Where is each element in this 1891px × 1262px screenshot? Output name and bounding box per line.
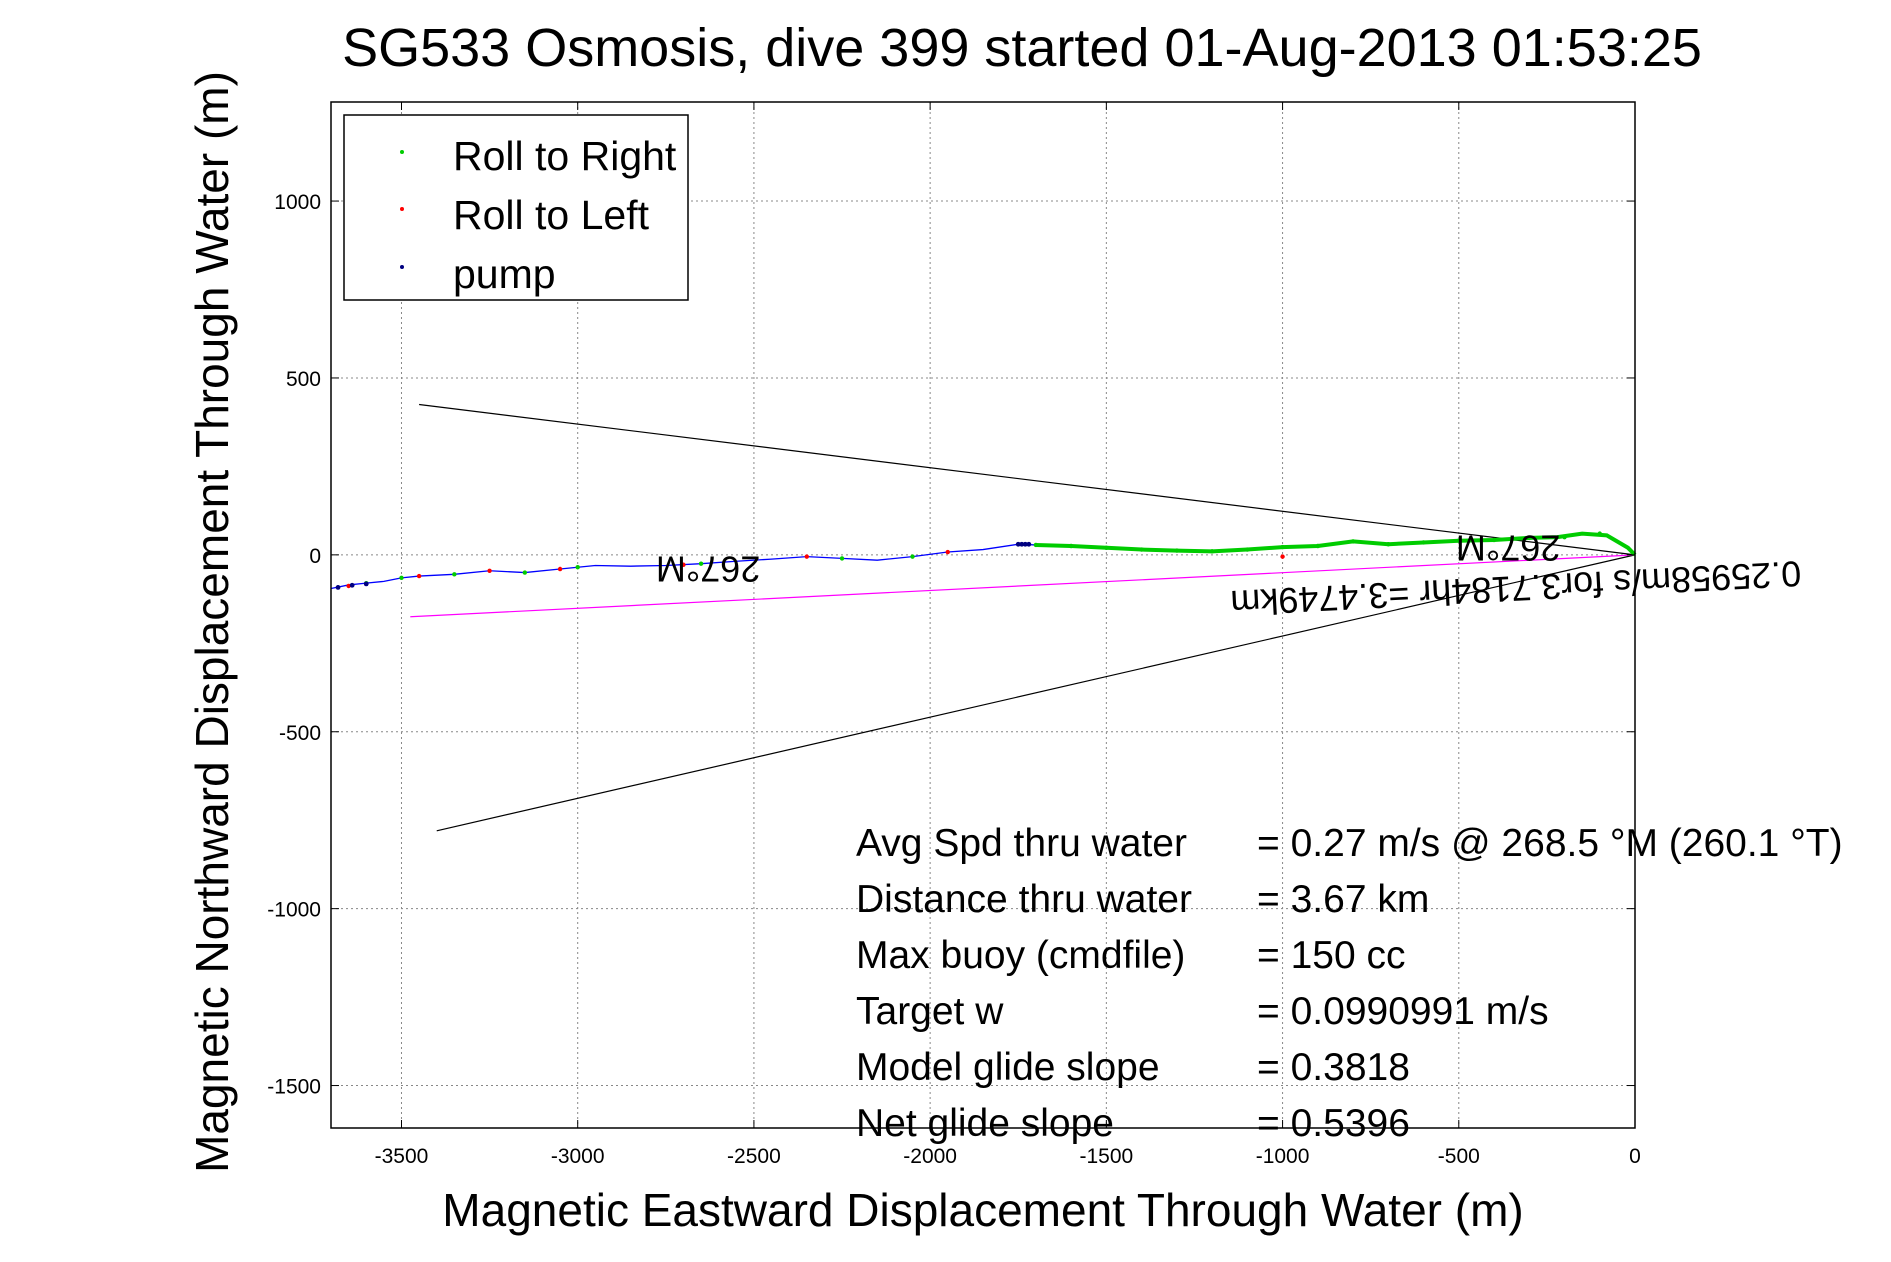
stat-label: Distance thru water xyxy=(856,878,1192,921)
x-tick-label: -500 xyxy=(1438,1145,1480,1168)
stat-label: Net glide slope xyxy=(856,1102,1114,1145)
roll-right-point xyxy=(1139,547,1144,552)
roll-right-point xyxy=(452,572,457,577)
roll-left-point xyxy=(346,583,351,589)
reference-lines xyxy=(410,403,1636,832)
y-tick-label: -1500 xyxy=(267,1076,321,1099)
roll-right-point xyxy=(1562,534,1567,540)
pump-point xyxy=(363,581,369,587)
stat-value: = 3.67 km xyxy=(1257,878,1429,921)
roll-right-point xyxy=(698,561,704,566)
reference-line xyxy=(410,554,1636,618)
legend-label-roll-right: Roll to Right xyxy=(453,133,677,179)
x-tick-label: 0 xyxy=(1629,1145,1641,1168)
x-tick-label: -3500 xyxy=(375,1145,429,1168)
x-tick-label: -3000 xyxy=(551,1145,605,1168)
legend: Roll to Right Roll to Left pump xyxy=(343,114,689,301)
y-tick-label: 500 xyxy=(286,368,321,391)
roll-left-point xyxy=(487,568,492,573)
roll-left-point xyxy=(1280,554,1285,559)
pump-point xyxy=(1022,541,1028,547)
y-tick-label: 1000 xyxy=(274,191,321,214)
x-tick-label: -2500 xyxy=(727,1145,781,1168)
stat-value: = 0.27 m/s @ 268.5 °M (260.1 °T) xyxy=(1257,822,1843,865)
roll-right-point xyxy=(910,554,915,559)
legend-label-pump: pump xyxy=(453,251,556,297)
roll-right-point xyxy=(1033,542,1039,548)
x-axis-label: Magnetic Eastward Displacement Through W… xyxy=(442,1184,1523,1236)
stat-label: Max buoy (cmdfile) xyxy=(856,934,1185,977)
x-tick-label: -1500 xyxy=(1079,1145,1133,1168)
rotated-annotation: 267°M xyxy=(1456,527,1560,568)
stat-value: = 150 cc xyxy=(1257,934,1406,977)
legend-label-roll-left: Roll to Left xyxy=(453,192,650,238)
y-tick-label: 0 xyxy=(309,545,321,568)
roll-left-point xyxy=(416,573,422,579)
roll-right-point xyxy=(1491,537,1497,543)
roll-left-point xyxy=(945,549,950,555)
roll-left-point xyxy=(557,566,563,572)
rotated-annotation: 267°M xyxy=(656,549,760,590)
roll-right-point xyxy=(1386,542,1391,547)
roll-right-segment xyxy=(1035,531,1637,557)
stats-block: Avg Spd thru water = 0.27 m/s @ 268.5 °M … xyxy=(856,822,1843,1145)
pump-point xyxy=(1015,541,1021,547)
roll-right-point xyxy=(1456,538,1461,543)
roll-right-point xyxy=(399,575,404,581)
stat-value: = 0.5396 xyxy=(1257,1102,1410,1145)
roll-right-point xyxy=(839,556,845,561)
roll-right-point xyxy=(1421,540,1426,545)
roll-right-point xyxy=(1280,544,1285,550)
reference-line xyxy=(436,554,1636,832)
roll-right-point xyxy=(1209,549,1215,554)
plot-frame xyxy=(330,101,1636,1129)
roll-right-point xyxy=(1315,543,1321,549)
roll-right-point xyxy=(575,565,580,570)
ticks: -3500 -3000 -2500 -2000 -1500 -1000 -500 0 1000 5… xyxy=(267,102,1641,1168)
roll-right-point xyxy=(1597,531,1602,536)
roll-right-point xyxy=(1527,535,1532,541)
stat-value: = 0.3818 xyxy=(1257,1046,1410,1089)
pump-point xyxy=(335,585,341,590)
roll-left-point xyxy=(681,562,686,567)
x-tick-label: -1000 xyxy=(1256,1145,1310,1168)
stat-label: Model glide slope xyxy=(856,1046,1160,1089)
roll-right-point xyxy=(1174,548,1180,553)
stat-label: Target w xyxy=(856,990,1004,1033)
roll-left-point xyxy=(804,554,809,559)
legend-marker-roll-right xyxy=(400,150,404,154)
y-tick-label: -500 xyxy=(279,722,321,745)
roll-right-point xyxy=(1068,543,1074,549)
roll-right-point xyxy=(1350,539,1356,544)
stat-value: = 0.0990991 m/s xyxy=(1257,990,1549,1033)
x-tick-label: -2000 xyxy=(903,1145,957,1168)
y-tick-label: -1000 xyxy=(267,899,321,922)
roll-right-point xyxy=(1245,547,1250,552)
roll-right-point xyxy=(522,570,528,575)
pump-point xyxy=(349,582,355,588)
chart-title: SG533 Osmosis, dive 399 started 01-Aug-2… xyxy=(342,18,1702,78)
reference-line xyxy=(419,403,1636,556)
roll-right-point xyxy=(1104,545,1109,550)
pump-point xyxy=(1019,541,1025,547)
pump-point xyxy=(1026,541,1032,547)
y-axis-label: Magnetic Northward Displacement Through … xyxy=(186,71,238,1173)
legend-marker-pump xyxy=(400,265,404,269)
markers xyxy=(335,531,1602,590)
legend-marker-roll-left xyxy=(400,207,404,211)
stat-label: Avg Spd thru water xyxy=(856,822,1187,865)
